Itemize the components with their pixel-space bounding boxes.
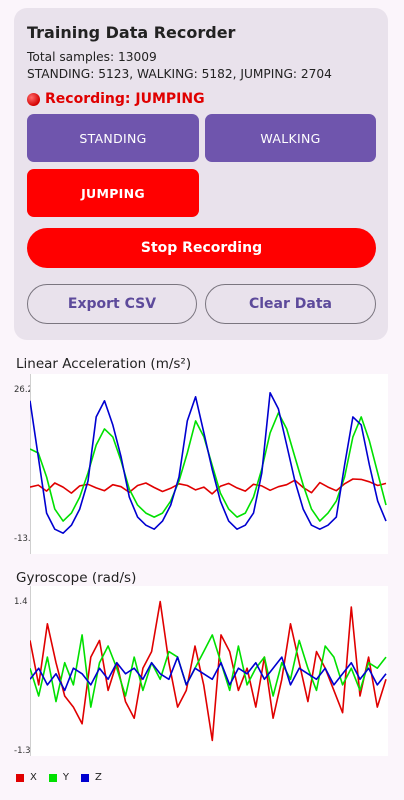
gyro-ymax-label: 1.4	[14, 597, 28, 607]
legend-swatch-x	[16, 773, 24, 782]
gyro-ymin-label: -1.3	[14, 746, 31, 756]
accel-ymax-label: 26.2	[14, 385, 33, 395]
recording-dot-icon	[27, 92, 40, 106]
recording-status-label: Recording: JUMPING	[45, 91, 205, 107]
jumping-button[interactable]: JUMPING	[27, 169, 199, 217]
accel-ymin-label: -13.7	[14, 534, 36, 544]
legend-label-x: X	[30, 772, 37, 783]
total-samples-text: Total samples: 13009	[27, 50, 157, 64]
accel-chart	[29, 374, 388, 554]
legend-label-y: Y	[62, 772, 69, 783]
class-counts-text: STANDING: 5123, WALKING: 5182, JUMPING: …	[27, 67, 332, 81]
export-csv-button[interactable]: Export CSV	[27, 284, 197, 324]
walking-button[interactable]: WALKING	[205, 114, 376, 162]
legend-item-y: Y	[48, 772, 69, 783]
series-line-y	[29, 412, 387, 522]
clear-data-button[interactable]: Clear Data	[205, 284, 376, 324]
series-line-x	[29, 600, 387, 742]
legend-label-z: Z	[94, 772, 102, 783]
gyro-chart-title: Gyroscope (rad/s)	[16, 570, 137, 586]
legend-swatch-z	[80, 773, 89, 782]
recording-status: Recording: JUMPING	[27, 91, 205, 107]
gyro-chart-svg	[29, 586, 387, 756]
stop-recording-button[interactable]: Stop Recording	[27, 228, 376, 268]
accel-chart-title: Linear Acceleration (m/s²)	[16, 356, 192, 372]
recorder-title: Training Data Recorder	[27, 23, 236, 42]
accel-chart-svg	[29, 374, 387, 554]
legend-item-x: X	[16, 772, 37, 783]
legend-swatch-y	[48, 773, 57, 782]
series-line-y	[29, 634, 387, 708]
chart-legend: X Y Z	[16, 772, 114, 783]
recorder-card: Training Data Recorder Total samples: 13…	[14, 8, 388, 340]
series-line-z	[29, 391, 387, 534]
legend-item-z: Z	[80, 772, 102, 783]
standing-button[interactable]: STANDING	[27, 114, 199, 162]
series-line-x	[29, 478, 387, 495]
gyro-chart	[29, 586, 388, 756]
series-line-z	[29, 656, 387, 692]
